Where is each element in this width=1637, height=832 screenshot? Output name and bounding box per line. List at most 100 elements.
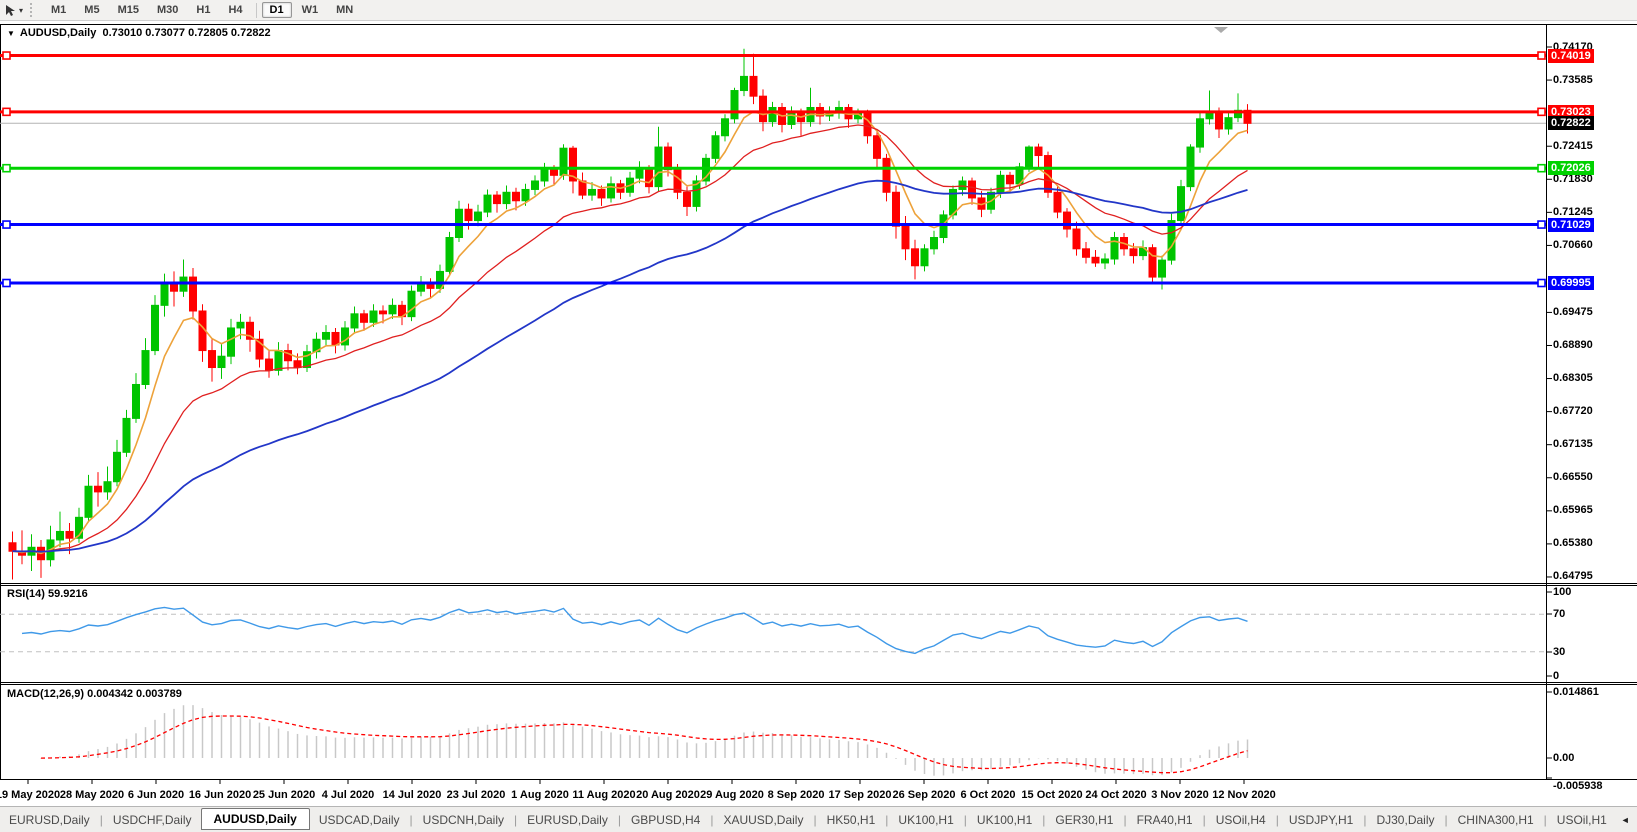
chart-tab-usdcad-daily[interactable]: USDCAD,Daily (318, 812, 400, 827)
price-level-badge: 0.69995 (1548, 276, 1594, 290)
price-level-badge: 0.72026 (1548, 161, 1594, 176)
date-label: 15 Oct 2020 (1021, 789, 1083, 801)
price-axis-tick-label: 0.70660 (1553, 238, 1593, 251)
line-handle[interactable] (2, 51, 11, 60)
date-label: 17 Sep 2020 (828, 789, 892, 801)
price-level-badge: 0.71029 (1548, 217, 1594, 232)
timeframe-toolbar: ▾ M1 M5 M15 M30 H1 H4 D1 W1 MN (0, 0, 1637, 21)
moving-average-line (12, 179, 1248, 553)
toolbar-grip[interactable] (30, 3, 35, 17)
chart-tab-gbpusd-h4[interactable]: GBPUSD,H4 (630, 812, 701, 827)
price-axis-tick-label: 0.64795 (1553, 570, 1593, 583)
timeframe-button-h1[interactable]: H1 (196, 4, 211, 16)
chart-tab-eurusd-daily[interactable]: EURUSD,Daily (9, 812, 90, 827)
date-label: 26 Sep 2020 (892, 789, 956, 801)
chart-tab-usdcnh-daily[interactable]: USDCNH,Daily (422, 812, 505, 827)
line-handle[interactable] (2, 278, 11, 288)
line-handle[interactable] (1537, 51, 1546, 60)
cursor-tool-button[interactable] (4, 4, 17, 17)
line-handle[interactable] (1537, 220, 1546, 229)
timeframe-button-m1[interactable]: M1 (51, 4, 67, 16)
macd-axis-label: 0.014861 (1553, 685, 1599, 698)
chart-tab-usdchf-daily[interactable]: USDCHF,Daily (112, 812, 192, 827)
date-label: 3 Nov 2020 (1151, 789, 1209, 801)
tab-separator: | (99, 812, 103, 827)
chart-tab-audusd-daily[interactable]: AUDUSD,Daily (200, 807, 310, 830)
cursor-tool-dropdown-icon[interactable]: ▾ (19, 5, 24, 15)
date-label: 6 Oct 2020 (960, 789, 1016, 801)
timeframe-button-m5[interactable]: M5 (84, 4, 100, 16)
timeframe-button-mn[interactable]: MN (336, 4, 354, 16)
chart-tab-usoil-h1[interactable]: USOil,H1 (1556, 812, 1607, 827)
collapse-triangle-icon[interactable]: ▼ (7, 29, 15, 38)
cursor-icon (6, 4, 15, 16)
macd-indicator-label: MACD(12,26,9) 0.004342 0.003789 (7, 688, 182, 700)
chart-tab-hk50-h1[interactable]: HK50,H1 (826, 812, 876, 827)
timeframe-button-w1[interactable]: W1 (301, 4, 319, 16)
chart-tab-dj30-daily[interactable]: DJ30,Daily (1376, 812, 1435, 827)
moving-average-line (12, 124, 1248, 553)
chart-ohlc-quotes: 0.73010 0.73077 0.72805 0.72822 (102, 27, 271, 39)
date-label: 23 Jul 2020 (446, 789, 506, 801)
tab-separator: | (1275, 812, 1279, 827)
price-level-badge: 0.74019 (1548, 48, 1594, 63)
tab-separator: | (963, 812, 967, 827)
date-label: 14 Jul 2020 (382, 789, 442, 801)
tabs-scroll-left-icon[interactable]: ◄ (1620, 814, 1630, 825)
date-label: 16 Jun 2020 (188, 789, 252, 801)
price-axis-tick-label: 0.68305 (1553, 372, 1593, 385)
line-handle[interactable] (2, 163, 11, 173)
line-handle[interactable] (2, 220, 11, 229)
tab-separator: | (409, 812, 413, 827)
date-label: 28 May 2020 (59, 789, 125, 801)
date-label: 11 Aug 2020 (572, 789, 636, 801)
date-label: 19 May 2020 (0, 789, 61, 801)
chart-tab-ger30-h1[interactable]: GER30,H1 (1055, 812, 1114, 827)
timeframe-button-h4[interactable]: H4 (228, 4, 243, 16)
rsi-line (21, 606, 1248, 655)
chart-tab-eurusd-daily[interactable]: EURUSD,Daily (527, 812, 608, 827)
chart-tab-bar: EURUSD,Daily | USDCHF,Daily AUDUSD,Daily USD… (0, 806, 1637, 832)
rsi-indicator-label: RSI(14) 59.9216 (7, 588, 88, 600)
price-axis-tick-label: 0.65380 (1553, 537, 1593, 550)
tab-separator: | (514, 812, 518, 827)
chart-tab-uk100-h1[interactable]: UK100,H1 (976, 812, 1033, 827)
price-level-badge: 0.73023 (1548, 104, 1594, 119)
line-handle[interactable] (1537, 107, 1546, 117)
chart-tab-china300-h1[interactable]: CHINA300,H1 (1457, 812, 1534, 827)
date-label: 8 Sep 2020 (767, 789, 825, 801)
date-label: 1 Aug 2020 (511, 789, 569, 801)
chart-tab-usoil-h4[interactable]: USOil,H4 (1215, 812, 1266, 827)
line-handle[interactable] (2, 107, 11, 117)
candlestick-series (8, 48, 1252, 580)
line-handle[interactable] (1537, 278, 1546, 288)
price-axis-tick-label: 0.69475 (1553, 305, 1593, 318)
tab-separator: | (710, 812, 714, 827)
line-handle[interactable] (1537, 163, 1546, 173)
chart-tab-uk100-h1[interactable]: UK100,H1 (898, 812, 954, 827)
chart-tab-xauusd-daily[interactable]: XAUUSD,Daily (723, 812, 804, 827)
chart-tab-usdjpy-h1[interactable]: USDJPY,H1 (1288, 812, 1354, 827)
macd-axis-label: -0.005938 (1553, 779, 1603, 792)
tab-separator: | (1543, 812, 1547, 827)
date-label: 12 Nov 2020 (1212, 789, 1276, 801)
timeframe-button-m15[interactable]: M15 (117, 4, 139, 16)
price-axis-tick-label: 0.66550 (1553, 471, 1593, 484)
price-axis-tick-label: 0.71245 (1553, 205, 1593, 218)
tab-separator: | (1123, 812, 1127, 827)
chart-title: ▼ AUDUSD,Daily 0.73010 0.73077 0.72805 0.… (7, 27, 271, 39)
timeframe-button-d1[interactable]: D1 (261, 2, 292, 18)
chart-tab-fra40-h1[interactable]: FRA40,H1 (1136, 812, 1193, 827)
date-label: 4 Jul 2020 (321, 789, 375, 801)
tab-separator: | (617, 812, 621, 827)
date-label: 25 Jun 2020 (252, 789, 316, 801)
timeframe-button-m30[interactable]: M30 (156, 4, 179, 16)
chart-shift-marker-icon (1214, 27, 1228, 33)
price-axis-tick-label: 0.67135 (1553, 438, 1593, 451)
rsi-axis-label: 100 (1553, 585, 1572, 598)
date-label: 6 Jun 2020 (127, 789, 185, 801)
price-axis-tick-label: 0.72415 (1553, 139, 1593, 152)
date-label: 29 Aug 2020 (700, 789, 764, 801)
